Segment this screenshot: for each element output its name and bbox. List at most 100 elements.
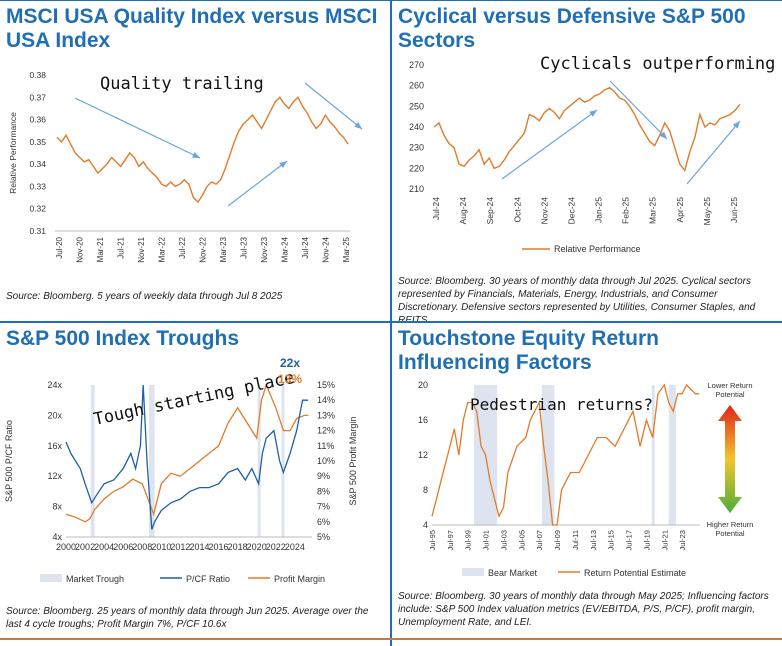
x-tick-label: 2010: [151, 542, 171, 552]
x-tick-label: Jul-20: [55, 236, 64, 258]
y-tick-label: 8x: [52, 502, 62, 512]
x-tick-label: 2008: [132, 542, 152, 552]
annotation: Pedestrian returns?: [470, 395, 653, 414]
x-tick-label: Jul-15: [607, 530, 616, 550]
x-tick-label: Jul-24: [301, 236, 310, 258]
legend-label: Profit Margin: [274, 574, 325, 584]
gauge-top-label: Potential: [715, 390, 745, 399]
y-tick-label: 230: [409, 143, 424, 153]
troughs-chart: 24x 20x 16x 12x 8x 4x 15% 14% 13% 12% 11% 10% 9% 8% 7%…: [4, 356, 358, 584]
x-tick-label: Jul-99: [464, 530, 473, 550]
market-trough-band: [281, 385, 285, 537]
panel-quality-vs-usa: MSCI USA Quality Index versus MSCI USA I…: [0, 1, 390, 321]
x-tick-label: Jul-17: [625, 530, 634, 550]
x-tick-label: Jul-09: [553, 530, 562, 550]
bottom-divider: [0, 638, 782, 640]
arrow-down-head: [659, 131, 667, 139]
y2-tick-label: 5%: [317, 532, 330, 542]
legend-swatch-bear-market: [462, 568, 484, 576]
legend-label: Bear Market: [488, 568, 538, 578]
x-tick-label: 2020: [247, 542, 267, 552]
panel-sp500-troughs: S&P 500 Index Troughs 24x 20x 16x 12x 8x 4x 15…: [0, 323, 390, 638]
bear-market-band: [541, 385, 555, 525]
x-tick-label: Nov-24: [322, 236, 331, 262]
market-trough-band: [257, 385, 261, 537]
market-trough-band: [90, 385, 95, 537]
y-tick-label: 4x: [52, 532, 62, 542]
y-tick-label: 0.33: [29, 181, 46, 191]
quality-chart: 0.38 0.37 0.36 0.35 0.34 0.33 0.32 0.31 Relative…: [8, 70, 363, 263]
series-line-profit-margin: [65, 383, 309, 523]
x-tick-label: 2024: [285, 542, 305, 552]
x-tick-label: Mar-21: [96, 236, 105, 262]
y2-tick-label: 11%: [317, 441, 334, 451]
legend-swatch-market-trough: [40, 574, 62, 582]
x-tick-label: Nov-24: [539, 197, 549, 225]
y-axis-label: Relative Performance: [8, 112, 18, 194]
bear-market-band: [668, 385, 676, 525]
current-margin-label: 13%: [278, 372, 302, 386]
y-tick-label: 0.37: [29, 92, 46, 102]
chart-title: S&P 500 Index Troughs: [6, 327, 240, 350]
y2-tick-label: 7%: [317, 502, 330, 512]
chart-title: MSCI USA Quality Index versus MSCI USA I…: [6, 5, 378, 52]
x-tick-label: Mar-22: [158, 236, 167, 262]
y-tick-label: 0.34: [29, 159, 46, 169]
vertical-divider: [390, 0, 392, 646]
arrow-down: [74, 97, 201, 159]
chart-title: Cyclical versus Defensive S&P 500 Sector…: [398, 5, 746, 52]
x-tick-label: Jul-13: [589, 530, 598, 550]
arrow-up-head: [279, 161, 287, 168]
x-tick-label: Aug-24: [458, 197, 468, 225]
x-tick-label: Jul-24: [431, 197, 441, 220]
x-tick-label: 2006: [113, 542, 133, 552]
y-tick-label: 8: [423, 485, 428, 495]
y-tick-label: 210: [409, 184, 424, 194]
series-line-return-potential: [431, 383, 700, 526]
y2-tick-label: 9%: [317, 471, 330, 481]
x-tick-label: Jul-07: [535, 530, 544, 550]
y-tick-label: 20: [418, 380, 428, 390]
series-line-pcf-ratio: [65, 384, 309, 530]
y-tick-label: 0.31: [29, 226, 46, 236]
arrow-down-head: [192, 152, 200, 158]
x-tick-label: Jul-19: [642, 530, 651, 550]
legend-label: Return Potential Estimate: [584, 568, 686, 578]
bear-market-band: [651, 385, 655, 525]
arrow-up-right-head: [732, 121, 740, 129]
x-tick-label: Jul-23: [678, 530, 687, 550]
x-tick-label: Jul-23: [240, 236, 249, 258]
x-tick-label: Dec-24: [566, 197, 576, 225]
current-pcf-label: 22x: [280, 356, 300, 370]
x-tick-label: Nov-23: [260, 236, 269, 262]
cyclical-chart: 270 260 250 240 230 220 210 Jul-24 Aug-24 Sep-24 O…: [409, 54, 775, 254]
y-tick-label: 220: [409, 163, 424, 173]
y2-tick-label: 6%: [317, 517, 330, 527]
x-tick-label: Jan-25: [594, 197, 604, 223]
x-tick-label: Nov-21: [137, 236, 146, 262]
y-tick-label: 12x: [47, 471, 62, 481]
y-tick-label: 0.36: [29, 115, 46, 125]
y-tick-label: 240: [409, 122, 424, 132]
legend-label: P/CF Ratio: [186, 574, 230, 584]
market-trough-band: [148, 385, 155, 537]
x-tick-label: Nov-20: [76, 236, 85, 262]
x-tick-label: Nov-22: [199, 236, 208, 262]
y2-tick-label: 8%: [317, 486, 330, 496]
y-tick-label: 24x: [47, 380, 62, 390]
gauge-arrow: [718, 405, 742, 513]
y-tick-label: 270: [409, 60, 424, 70]
x-tick-label: 2022: [266, 542, 286, 552]
y-tick-label: 0.35: [29, 137, 46, 147]
x-tick-label: Jul-03: [499, 530, 508, 550]
legend-label: Market Trough: [66, 574, 124, 584]
gauge-top-label: Lower Return: [707, 381, 752, 390]
source-note: Source: Bloomberg. 25 years of monthly d…: [6, 606, 369, 630]
x-tick-label: 2018: [228, 542, 248, 552]
panel-cyclical-vs-defensive: Cyclical versus Defensive S&P 500 Sector…: [392, 1, 782, 321]
arrow-up-right: [686, 120, 741, 185]
source-note: Source: Bloomberg. 30 years of monthly d…: [398, 276, 756, 321]
x-tick-label: 2012: [170, 542, 190, 552]
x-tick-label: Mar-25: [648, 197, 658, 224]
